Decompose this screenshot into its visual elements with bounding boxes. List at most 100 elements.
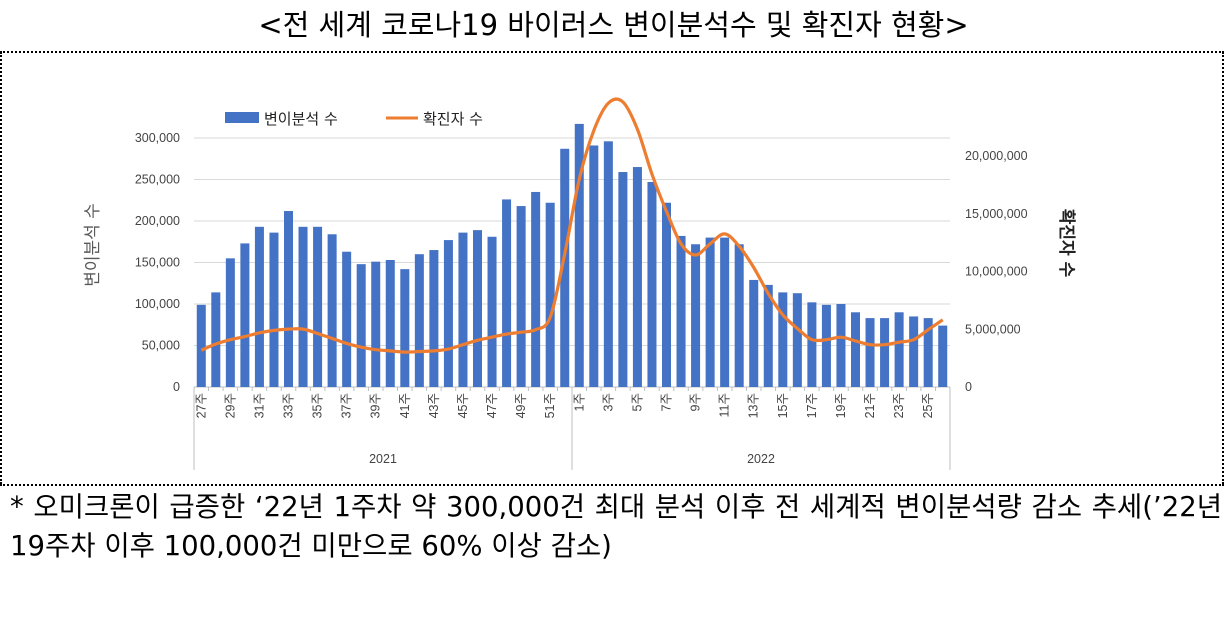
bar (560, 148, 570, 387)
left-tick-label: 100,000 (135, 297, 180, 311)
x-tick-label: 45주 (456, 393, 470, 418)
bar (691, 244, 701, 387)
bar (880, 318, 890, 387)
x-tick-label: 35주 (311, 393, 325, 418)
bar (603, 141, 613, 387)
x-tick-label: 23주 (892, 393, 906, 418)
bar (923, 318, 933, 387)
bar (240, 243, 250, 387)
x-tick-label: 19주 (834, 393, 848, 418)
right-tick-label: 20,000,000 (965, 149, 1028, 163)
bar (589, 145, 599, 387)
x-tick-label: 41주 (398, 393, 412, 418)
bar (618, 172, 628, 387)
x-tick-label: 25주 (921, 393, 935, 418)
combo-chart: 300,000 250,000 200,000 150,000 100,000 50,00… (83, 97, 1076, 470)
right-axis-ticks: 20,000,000 15,000,000 10,000,000 5,000,000 0 (965, 149, 1028, 394)
footnote: * 오미크론이 급증한 ‘22년 1주차 약 300,000건 최대 분석 이후… (10, 491, 1222, 562)
bar (545, 202, 555, 387)
bar (661, 202, 672, 387)
x-tick-label: 21주 (863, 393, 877, 418)
x-tick-label: 49주 (514, 393, 528, 418)
x-axis-year-groups: 2021 2022 (193, 387, 951, 470)
bar (531, 191, 541, 387)
x-tick-label: 17주 (805, 393, 819, 418)
bar (327, 234, 337, 387)
bar (720, 237, 730, 387)
x-tick-label: 13주 (747, 393, 761, 418)
x-tick-label: 47주 (485, 393, 499, 418)
x-tick-label: 51주 (543, 393, 557, 418)
bar (676, 235, 686, 387)
left-tick-label: 250,000 (135, 173, 180, 187)
left-tick-label: 300,000 (135, 131, 180, 145)
x-tick-label: 33주 (282, 393, 296, 418)
right-axis-title: 확진자 수 (1056, 209, 1076, 278)
x-tick-label: 7주 (660, 393, 674, 411)
legend-bar-label: 변이분석 수 (264, 110, 338, 128)
bar (821, 304, 831, 387)
bar (225, 258, 235, 387)
bar (414, 254, 424, 387)
bar (283, 211, 294, 387)
bar (356, 264, 366, 387)
bar-series (196, 123, 948, 387)
bar (574, 123, 584, 387)
bar (763, 284, 773, 387)
bar (385, 260, 395, 387)
bar (850, 312, 861, 387)
bar (269, 232, 279, 387)
bar (632, 167, 642, 387)
x-tick-label: 9주 (689, 393, 703, 411)
right-tick-label: 15,000,000 (965, 207, 1028, 221)
chart-title: <전 세계 코로나19 바이러스 변이분석수 및 확진자 현황> (258, 8, 969, 42)
line-series (200, 97, 944, 354)
x-tick-label: 15주 (776, 393, 790, 418)
bar (938, 325, 948, 387)
bar (865, 318, 875, 387)
bar (211, 292, 221, 387)
confirmed-cases-line (200, 97, 944, 354)
legend: 변이분석 수 확진자 수 (225, 110, 483, 128)
x-tick-label: 5주 (630, 393, 644, 411)
bar (705, 237, 715, 387)
x-tick-label: 27주 (194, 393, 208, 418)
left-tick-label: 150,000 (135, 256, 180, 270)
bar (807, 302, 817, 387)
right-tick-label: 0 (965, 380, 972, 394)
bar (342, 251, 352, 387)
bar (647, 181, 657, 387)
left-tick-label: 200,000 (135, 214, 180, 228)
x-tick-label: 3주 (601, 393, 615, 411)
x-tick-label: 31주 (252, 393, 266, 418)
x-tick-label: 37주 (340, 393, 354, 418)
bar (458, 232, 468, 387)
right-tick-label: 10,000,000 (965, 265, 1028, 279)
bar (502, 199, 512, 387)
bar (516, 206, 526, 387)
title-divider (0, 51, 1224, 53)
left-axis-title: 변이분석 수 (83, 203, 103, 287)
x-tick-label: 29주 (223, 393, 237, 418)
bar (778, 292, 788, 387)
bar (429, 250, 439, 387)
x-tick-label: 43주 (427, 393, 441, 418)
left-axis-ticks: 300,000 250,000 200,000 150,000 100,000 50,00… (135, 131, 180, 394)
bar (792, 293, 802, 387)
bar (836, 304, 846, 387)
bar (749, 279, 759, 387)
bar (400, 269, 410, 387)
year-group-label: 2021 (369, 452, 397, 466)
x-tick-label: 39주 (369, 393, 383, 418)
bar (298, 226, 308, 387)
frame-right-border (1222, 52, 1224, 484)
left-tick-label: 0 (173, 380, 180, 394)
bar (443, 240, 453, 387)
bar (196, 304, 206, 387)
year-group-label: 2022 (747, 452, 775, 466)
bar (472, 230, 483, 387)
bar (254, 226, 264, 387)
left-tick-label: 50,000 (142, 339, 180, 353)
x-tick-label: 11주 (718, 393, 732, 417)
bar (487, 236, 497, 387)
